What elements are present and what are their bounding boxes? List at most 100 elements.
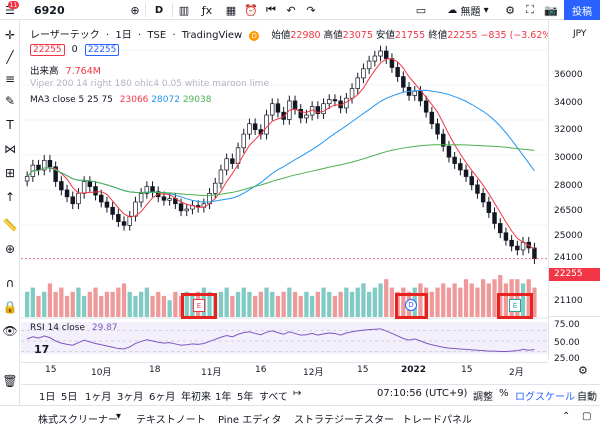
price-label: 28000 bbox=[554, 181, 583, 191]
bid-ask: 22255 0 22255 bbox=[30, 44, 120, 56]
currency-label[interactable]: JPY bbox=[573, 29, 587, 39]
fullscreen-icon[interactable]: ⛶ bbox=[526, 3, 534, 16]
tab-stock-screener[interactable]: 株式スクリーナー bbox=[38, 415, 118, 426]
alert-icon[interactable]: ⏰ bbox=[244, 3, 258, 17]
candle-body bbox=[42, 160, 47, 171]
chevron-down-icon[interactable]: ▾ bbox=[116, 411, 122, 422]
range-1m[interactable]: 1ヶ月 bbox=[85, 392, 112, 403]
undo-icon[interactable]: ↶ bbox=[286, 3, 296, 17]
post-button[interactable]: 投稿 bbox=[564, 0, 600, 20]
interval-button[interactable]: D bbox=[154, 4, 164, 16]
snapshot-icon[interactable]: 📷 bbox=[544, 3, 558, 17]
volume-bar bbox=[150, 296, 155, 317]
dividend-icon[interactable]: D bbox=[405, 299, 417, 311]
replay-icon[interactable]: ⏮ bbox=[266, 3, 276, 16]
redo-icon[interactable]: ↷ bbox=[306, 3, 316, 17]
candle-body bbox=[332, 99, 338, 102]
candle-body bbox=[235, 147, 241, 164]
candle-body bbox=[87, 181, 93, 187]
range-6m[interactable]: 6ヶ月 bbox=[149, 392, 176, 403]
magnet-icon[interactable]: ∩ bbox=[5, 276, 15, 290]
rsi-axis-label: 50.00 bbox=[554, 338, 580, 348]
pattern-icon[interactable]: ⋈ bbox=[4, 142, 16, 156]
goto-date-icon[interactable]: ↦ bbox=[293, 388, 302, 399]
time-axis[interactable]: 15 10月 18 11月 16 12月 15 2022 15 2月 bbox=[21, 362, 548, 378]
bid-value[interactable]: 22255 bbox=[30, 44, 65, 56]
volume-bar bbox=[298, 296, 303, 317]
tradingview-logo-icon[interactable]: 17 bbox=[34, 343, 50, 356]
candle-body bbox=[498, 223, 503, 234]
add-symbol-icon[interactable]: ⊕ bbox=[130, 3, 140, 17]
arrow-up-icon[interactable]: ↑ bbox=[4, 190, 16, 204]
tab-trade-panel[interactable]: トレードパネル bbox=[402, 415, 472, 426]
settings-icon[interactable]: ⚙ bbox=[505, 3, 515, 17]
candle-body bbox=[315, 106, 321, 114]
notification-badge: 11 bbox=[8, 1, 19, 9]
volume-bar bbox=[275, 296, 281, 317]
symbol-search[interactable]: 6920 bbox=[34, 3, 65, 17]
auto-scale-toggle[interactable]: 自動 bbox=[577, 392, 597, 403]
brush-icon[interactable]: ✎ bbox=[4, 94, 16, 108]
volume-bar bbox=[498, 275, 503, 317]
candle-body bbox=[401, 76, 406, 88]
candle-body bbox=[418, 90, 423, 102]
volume-bar bbox=[116, 287, 121, 317]
range-ytd[interactable]: 年初来 bbox=[181, 392, 211, 403]
candle-body bbox=[355, 77, 360, 89]
ask-value[interactable]: 22255 bbox=[84, 44, 120, 56]
range-3m[interactable]: 3ヶ月 bbox=[117, 392, 144, 403]
volume-bar bbox=[42, 291, 47, 317]
ma5-line bbox=[26, 58, 535, 250]
candle-body bbox=[70, 196, 75, 205]
maximize-icon[interactable]: ▢ bbox=[582, 411, 592, 422]
tab-strategy-tester[interactable]: ストラテジーテスター bbox=[294, 415, 394, 426]
chevron-up-icon[interactable]: ⌃ bbox=[562, 411, 571, 422]
rsi-axis-label: 25.00 bbox=[554, 354, 580, 364]
earnings-icon[interactable]: E bbox=[193, 299, 205, 312]
volume-bar bbox=[59, 287, 64, 317]
layout-icon[interactable]: ▭ bbox=[415, 3, 427, 17]
trash-icon[interactable]: 🗑 bbox=[2, 374, 18, 388]
eye-icon[interactable]: 👁 bbox=[2, 324, 18, 338]
candle-body bbox=[24, 176, 30, 182]
tab-pine-editor[interactable]: Pine エディタ bbox=[218, 415, 282, 426]
volume-bar bbox=[70, 291, 75, 317]
prediction-icon[interactable]: ⊞ bbox=[4, 166, 16, 180]
range-all[interactable]: すべて bbox=[259, 392, 288, 403]
volume-bar bbox=[25, 291, 30, 317]
crosshair-icon[interactable]: ✛ bbox=[4, 28, 16, 42]
candle-body bbox=[486, 201, 492, 213]
indicators-icon[interactable]: ƒx bbox=[201, 3, 213, 17]
axis-settings-icon[interactable]: ⚙ bbox=[578, 364, 588, 377]
candle-body bbox=[110, 206, 115, 215]
tab-text-notes[interactable]: テキストノート bbox=[136, 415, 206, 426]
layout-name-button[interactable]: ☁ 無題 ▾ bbox=[438, 0, 498, 20]
range-1y[interactable]: 1年 bbox=[215, 392, 232, 403]
range-5d[interactable]: 5日 bbox=[61, 392, 78, 403]
earnings-upcoming-icon[interactable]: E bbox=[509, 299, 521, 312]
lock-icon[interactable]: 🔒 bbox=[2, 300, 18, 314]
price-chart[interactable] bbox=[21, 20, 548, 360]
candle-body bbox=[327, 99, 332, 105]
percent-toggle[interactable]: % bbox=[499, 388, 509, 399]
zoom-icon[interactable]: ⊕ bbox=[4, 242, 16, 256]
trendline-icon[interactable]: ╱ bbox=[6, 50, 14, 64]
log-scale-toggle[interactable]: ログスケール bbox=[515, 392, 575, 403]
price-label: 34000 bbox=[554, 98, 583, 108]
range-1d[interactable]: 1日 bbox=[39, 392, 56, 403]
volume-bar bbox=[292, 291, 298, 317]
templates-icon[interactable]: ▦ bbox=[225, 3, 237, 17]
text-icon[interactable]: T bbox=[6, 118, 14, 132]
volume-bar bbox=[218, 291, 224, 317]
fib-icon[interactable]: ≡ bbox=[4, 72, 16, 86]
menu-icon[interactable]: ☰ bbox=[5, 3, 15, 17]
price-axis[interactable]: JPY 36000 34000 32000 30000 28000 26500 … bbox=[548, 20, 600, 364]
price-label: 30000 bbox=[554, 153, 583, 163]
adjust-toggle[interactable]: 調整 bbox=[473, 392, 493, 403]
top-toolbar: ☰ 11 6920 ⊕ D ▥ ƒx ▦ ⏰ ⏮ ↶ ↷ ▭ ☁ 無題 ▾ ⚙ … bbox=[0, 0, 600, 20]
ruler-icon[interactable]: 📏 bbox=[2, 218, 18, 232]
clock-time[interactable]: 07:10:56 (UTC+9) bbox=[377, 388, 468, 399]
chart-type-icon[interactable]: ▥ bbox=[178, 3, 190, 17]
range-5y[interactable]: 5年 bbox=[237, 392, 254, 403]
volume-bar bbox=[207, 291, 212, 317]
